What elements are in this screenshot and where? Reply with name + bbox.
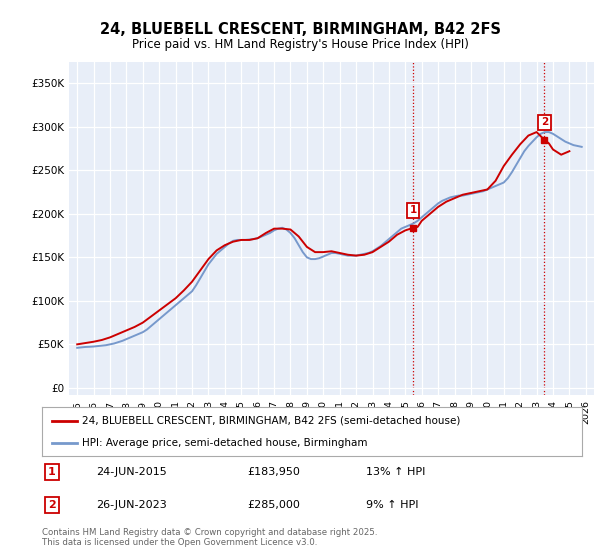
- Text: Contains HM Land Registry data © Crown copyright and database right 2025.
This d: Contains HM Land Registry data © Crown c…: [42, 528, 377, 547]
- Text: 24, BLUEBELL CRESCENT, BIRMINGHAM, B42 2FS (semi-detached house): 24, BLUEBELL CRESCENT, BIRMINGHAM, B42 2…: [83, 416, 461, 426]
- Text: 9% ↑ HPI: 9% ↑ HPI: [366, 500, 419, 510]
- Text: Price paid vs. HM Land Registry's House Price Index (HPI): Price paid vs. HM Land Registry's House …: [131, 38, 469, 50]
- Text: 13% ↑ HPI: 13% ↑ HPI: [366, 467, 425, 477]
- Text: £285,000: £285,000: [247, 500, 300, 510]
- Text: 24-JUN-2015: 24-JUN-2015: [96, 467, 167, 477]
- Text: 26-JUN-2023: 26-JUN-2023: [96, 500, 167, 510]
- Text: 1: 1: [410, 206, 417, 216]
- Text: 2: 2: [48, 500, 56, 510]
- Text: 1: 1: [48, 467, 56, 477]
- Text: HPI: Average price, semi-detached house, Birmingham: HPI: Average price, semi-detached house,…: [83, 437, 368, 447]
- Text: £183,950: £183,950: [247, 467, 300, 477]
- Text: 2: 2: [541, 118, 548, 128]
- Text: 24, BLUEBELL CRESCENT, BIRMINGHAM, B42 2FS: 24, BLUEBELL CRESCENT, BIRMINGHAM, B42 2…: [100, 22, 500, 38]
